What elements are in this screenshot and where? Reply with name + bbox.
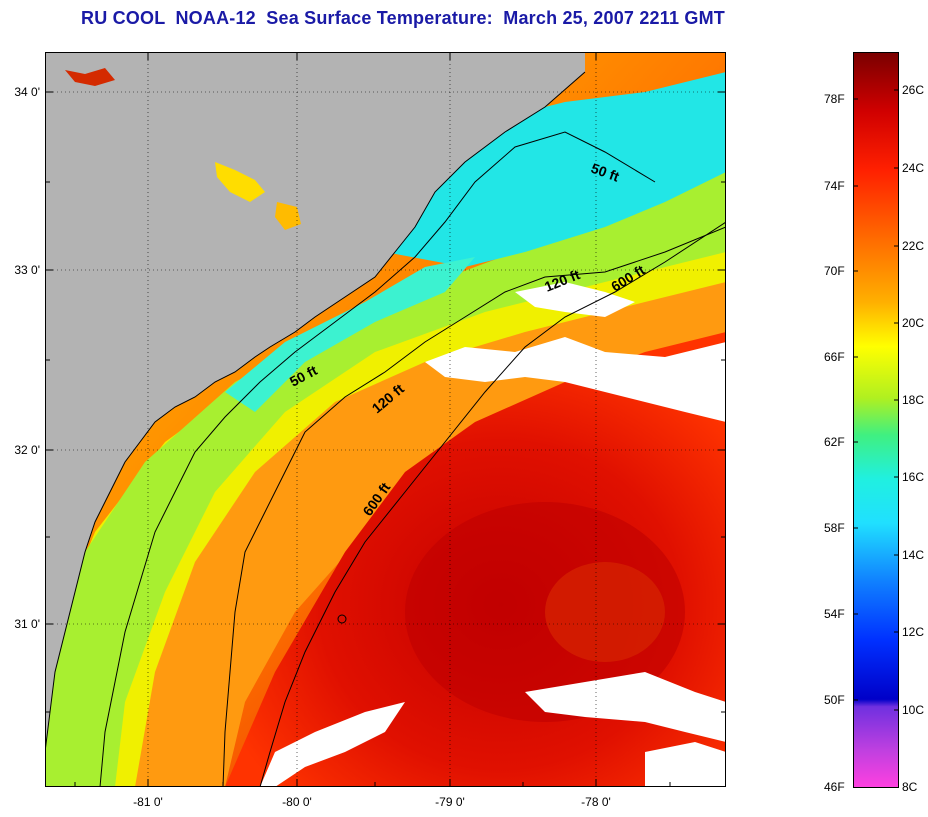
cb-f-58: 58F: [824, 521, 845, 535]
cb-f-50: 50F: [824, 693, 845, 707]
cb-c-8: 8C: [902, 780, 918, 794]
cb-f-74: 74F: [824, 179, 845, 193]
cb-f-66: 66F: [824, 350, 845, 364]
lon-label-80: -80 0': [282, 795, 312, 809]
cold-shelf-water: [385, 72, 726, 267]
land-mass: [45, 52, 585, 752]
cb-c-16: 16C: [902, 470, 925, 484]
coastal-river: [65, 68, 115, 86]
sst-map[interactable]: 50 ft 120 ft 600 ft 50 ft 120 ft 600 ft: [45, 52, 726, 787]
cb-f-70: 70F: [824, 264, 845, 278]
inland-lake: [215, 162, 265, 202]
cb-c-26: 26C: [902, 83, 925, 97]
cb-c-10: 10C: [902, 703, 925, 717]
lon-label-78: -78 0': [581, 795, 611, 809]
lat-label-33: 33 0': [14, 263, 40, 277]
contour-600ft-line: [259, 221, 726, 787]
contour-120ft-line: [222, 226, 726, 787]
axis-ticks: [45, 52, 726, 787]
cloud-patches: [260, 282, 726, 787]
cb-c-12: 12C: [902, 625, 925, 639]
cb-c-24: 24C: [902, 161, 925, 175]
map-frame: [45, 52, 726, 787]
cb-f-46: 46F: [824, 780, 845, 794]
mid-shelf-band: [45, 172, 726, 787]
lat-label-34: 34 0': [14, 85, 40, 99]
cb-c-18: 18C: [902, 393, 925, 407]
cb-c-14: 14C: [902, 548, 925, 562]
cb-f-62: 62F: [824, 435, 845, 449]
lon-label-79: -79 0': [435, 795, 465, 809]
graticule: [45, 52, 726, 787]
lat-label-32: 32 0': [14, 443, 40, 457]
contour-50ft-line: [99, 131, 656, 787]
lon-label-81: -81 0': [133, 795, 163, 809]
cb-c-22: 22C: [902, 239, 925, 253]
map-title: RU COOL NOAA-12 Sea Surface Temperature:…: [81, 8, 725, 28]
coastline: [45, 71, 586, 753]
eddy-center: [545, 562, 665, 662]
temperature-colorbar: [853, 52, 899, 788]
cold-shelf-water-2: [225, 257, 475, 412]
inner-shelf-green: [45, 162, 726, 787]
inland-lake-2: [275, 202, 301, 230]
buoy-marker: [337, 614, 347, 624]
lat-label-31: 31 0': [14, 617, 40, 631]
cb-c-20: 20C: [902, 316, 925, 330]
cb-f-54: 54F: [824, 607, 845, 621]
cb-f-78: 78F: [824, 92, 845, 106]
